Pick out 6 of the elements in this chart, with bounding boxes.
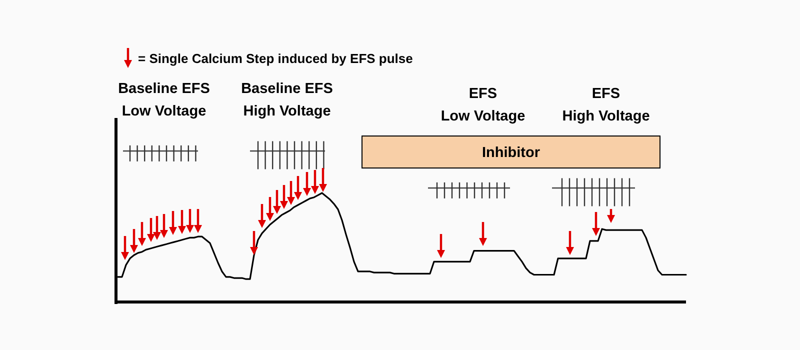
text: EFS Low Voltage: [440, 86, 526, 124]
text: Inhibitor: [482, 145, 540, 161]
text: Baseline EFS High Voltage: [241, 81, 334, 120]
text: EFS High Voltage: [562, 86, 650, 124]
text: = Single Calcium Step induced by EFS pulse: [138, 51, 413, 66]
text: Baseline EFS Low Voltage: [118, 81, 210, 120]
